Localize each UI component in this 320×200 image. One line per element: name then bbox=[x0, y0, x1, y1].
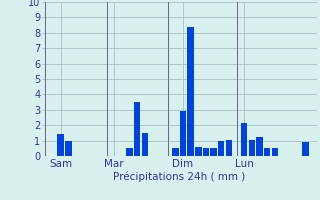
Bar bbox=[58, 134, 64, 156]
Bar bbox=[195, 147, 202, 156]
Bar bbox=[141, 133, 148, 156]
Bar bbox=[126, 148, 133, 156]
Bar bbox=[249, 140, 255, 156]
Bar bbox=[210, 148, 217, 156]
Bar bbox=[302, 142, 308, 156]
Bar bbox=[65, 141, 72, 156]
Bar bbox=[180, 111, 186, 156]
Bar bbox=[264, 148, 270, 156]
Bar bbox=[226, 140, 232, 156]
Bar bbox=[203, 148, 209, 156]
Bar bbox=[241, 123, 247, 156]
Bar bbox=[134, 102, 140, 156]
X-axis label: Précipitations 24h ( mm ): Précipitations 24h ( mm ) bbox=[113, 172, 245, 182]
Bar bbox=[218, 141, 225, 156]
Bar bbox=[172, 148, 179, 156]
Bar bbox=[271, 148, 278, 156]
Bar bbox=[256, 137, 263, 156]
Bar bbox=[188, 27, 194, 156]
